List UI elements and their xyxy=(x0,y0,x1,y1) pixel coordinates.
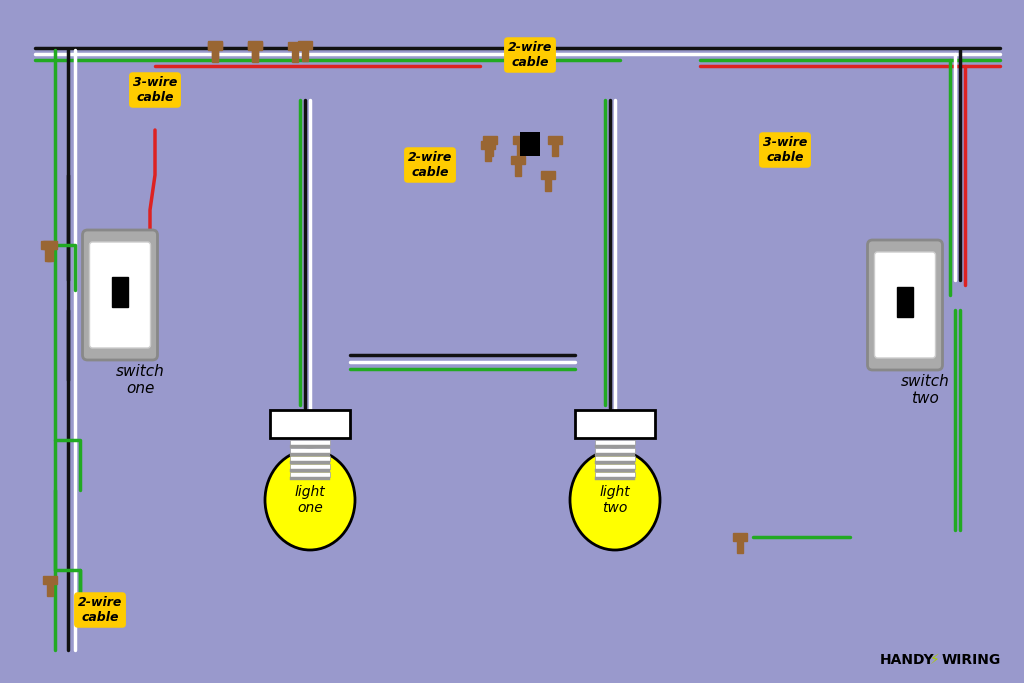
Bar xyxy=(248,42,262,50)
Bar xyxy=(595,445,635,448)
Bar xyxy=(520,132,540,148)
Text: switch
two: switch two xyxy=(901,374,949,406)
Text: light
one: light one xyxy=(295,485,326,515)
Bar xyxy=(485,149,490,161)
Bar xyxy=(252,49,258,61)
Bar xyxy=(595,472,635,477)
Text: WIRING: WIRING xyxy=(942,653,1001,667)
Bar xyxy=(290,456,330,461)
Bar xyxy=(248,41,262,49)
Bar xyxy=(112,277,128,307)
Bar xyxy=(595,464,635,469)
FancyBboxPatch shape xyxy=(89,242,151,348)
Bar xyxy=(897,287,913,317)
Bar xyxy=(483,136,497,144)
Bar xyxy=(290,453,330,456)
Text: HANDY: HANDY xyxy=(880,653,935,667)
Bar xyxy=(541,171,555,179)
Bar xyxy=(520,148,540,156)
Ellipse shape xyxy=(570,450,660,550)
Bar xyxy=(47,249,53,261)
Bar xyxy=(298,41,312,49)
Bar xyxy=(290,445,330,448)
Bar xyxy=(595,456,635,461)
Bar xyxy=(47,584,53,596)
Bar xyxy=(517,144,523,156)
FancyBboxPatch shape xyxy=(83,230,158,360)
Text: light
two: light two xyxy=(600,485,631,515)
Bar xyxy=(270,410,350,438)
Bar xyxy=(212,50,218,62)
Text: 3-wire
cable: 3-wire cable xyxy=(133,76,177,104)
Bar xyxy=(290,469,330,472)
Bar xyxy=(45,249,51,261)
Bar xyxy=(595,448,635,453)
Bar xyxy=(481,141,495,149)
Text: 2-wire
cable: 2-wire cable xyxy=(408,151,453,179)
Bar xyxy=(208,41,222,49)
Bar xyxy=(41,241,55,249)
Bar xyxy=(290,440,330,445)
Bar xyxy=(548,136,562,144)
Text: switch
one: switch one xyxy=(116,364,165,396)
Text: 3-wire
cable: 3-wire cable xyxy=(763,136,807,164)
Bar xyxy=(575,410,655,438)
Bar xyxy=(487,144,493,156)
FancyBboxPatch shape xyxy=(867,240,942,370)
Bar xyxy=(595,477,635,480)
Bar xyxy=(595,461,635,464)
Bar xyxy=(545,179,551,191)
Bar xyxy=(290,464,330,469)
Bar xyxy=(292,50,298,62)
Bar xyxy=(595,453,635,456)
Bar xyxy=(511,156,525,164)
Bar xyxy=(515,164,521,176)
Bar xyxy=(595,469,635,472)
Bar xyxy=(212,49,218,61)
Bar xyxy=(595,440,635,445)
Text: ⚡: ⚡ xyxy=(930,653,940,667)
Text: 2-wire
cable: 2-wire cable xyxy=(508,41,552,69)
Bar xyxy=(288,42,302,50)
FancyBboxPatch shape xyxy=(874,252,936,358)
Bar xyxy=(552,144,558,156)
Bar xyxy=(302,49,308,61)
Bar xyxy=(290,461,330,464)
Bar xyxy=(43,241,57,249)
Bar xyxy=(733,533,746,541)
Bar xyxy=(737,541,743,553)
Bar xyxy=(513,136,527,144)
Bar xyxy=(290,472,330,477)
Ellipse shape xyxy=(265,450,355,550)
Bar xyxy=(290,477,330,480)
Bar xyxy=(290,448,330,453)
Bar xyxy=(208,42,222,50)
Bar xyxy=(43,576,57,584)
Bar xyxy=(252,50,258,62)
Text: 2-wire
cable: 2-wire cable xyxy=(78,596,122,624)
